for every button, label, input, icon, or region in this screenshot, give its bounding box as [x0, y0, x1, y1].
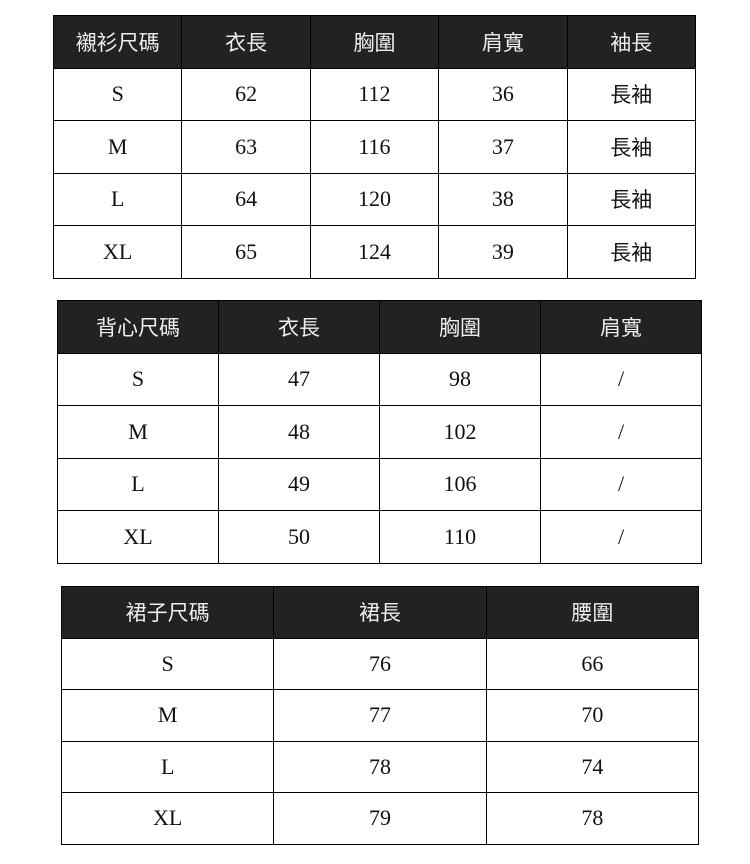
table-cell: 49 [218, 457, 380, 511]
table-cell: / [540, 457, 702, 511]
table-cell: M [52, 120, 183, 174]
table-cell: M [57, 405, 219, 459]
table-row: S 76 66 [60, 637, 700, 690]
table-cell: 74 [485, 740, 700, 793]
table-row: M 48 102/ [57, 405, 702, 459]
table-cell: 116 [309, 120, 440, 174]
table-row: XL 65 124 39 長袖 [52, 225, 697, 279]
table-cell: / [540, 405, 702, 459]
table-cell: 65 [181, 225, 311, 279]
table-row: S 47 98/ [57, 352, 702, 406]
table-cell: 78 [485, 792, 700, 845]
table-cell: 62 [181, 67, 311, 121]
table-cell: 76 [273, 637, 487, 690]
table-cell: 77 [273, 689, 487, 742]
table-cell: 120 [309, 172, 440, 226]
table-cell: / [540, 352, 702, 406]
table-row: L 78 74 [60, 740, 700, 793]
table-cell: 78 [273, 740, 487, 793]
column-header: 衣長 [181, 15, 311, 69]
table-cell: 長袖 [566, 172, 697, 226]
table-cell: S [52, 67, 183, 121]
column-header: 襯衫尺碼 [52, 15, 183, 69]
column-header: 腰圍 [485, 586, 700, 639]
table-row: S 62 112 36 長袖 [52, 67, 697, 121]
table-cell: 36 [438, 67, 568, 121]
table-cell: 112 [309, 67, 440, 121]
column-header: 肩寬 [438, 15, 568, 69]
table-cell: M [60, 689, 275, 742]
header-row: 背心尺碼 衣長 胸圍 肩寬 [57, 300, 702, 354]
table-cell: 47 [218, 352, 380, 406]
table-cell: XL [57, 510, 219, 564]
table-cell: 110 [379, 510, 541, 564]
table-cell: 124 [309, 225, 440, 279]
table-cell: 50 [218, 510, 380, 564]
table-row: M 63 116 37 長袖 [52, 120, 697, 174]
table-row: XL 50 110/ [57, 510, 702, 564]
table-cell: L [52, 172, 183, 226]
table-cell: 66 [485, 637, 700, 690]
table-cell: L [60, 740, 275, 793]
header-row: 裙子尺碼 裙長 腰圍 [60, 586, 700, 639]
table-cell: 79 [273, 792, 487, 845]
table-cell: S [60, 637, 275, 690]
table-cell: 64 [181, 172, 311, 226]
table-cell: 長袖 [566, 120, 697, 174]
table-cell: 63 [181, 120, 311, 174]
table-cell: L [57, 457, 219, 511]
column-header: 袖長 [566, 15, 697, 69]
table-cell: 70 [485, 689, 700, 742]
table-row: M 77 70 [60, 689, 700, 742]
table-row: XL 79 78 [60, 792, 700, 845]
table-cell: 38 [438, 172, 568, 226]
table-cell: 98 [379, 352, 541, 406]
header-row: 襯衫尺碼 衣長 胸圍 肩寬 袖長 [52, 15, 697, 69]
column-header: 胸圍 [379, 300, 541, 354]
shirt-size-table: 襯衫尺碼 衣長 胸圍 肩寬 袖長 S 62 112 36 長袖 M 63 116 37 長袖 L 64 120 38… [52, 15, 697, 279]
column-header: 衣長 [218, 300, 380, 354]
table-cell: XL [60, 792, 275, 845]
column-header: 裙子尺碼 [60, 586, 275, 639]
table-row: L 49 106/ [57, 457, 702, 511]
table-cell: / [540, 510, 702, 564]
table-row: L 64 120 38 長袖 [52, 172, 697, 226]
table-cell: 37 [438, 120, 568, 174]
vest-size-table: 背心尺碼 衣長 胸圍 肩寬 S 47 98/M 48 102/L 49 106/XL 50 110/ [57, 300, 702, 564]
column-header: 胸圍 [309, 15, 440, 69]
table-cell: 106 [379, 457, 541, 511]
table-cell: 48 [218, 405, 380, 459]
table-cell: 長袖 [566, 67, 697, 121]
table-cell: S [57, 352, 219, 406]
table-cell: 39 [438, 225, 568, 279]
column-header: 背心尺碼 [57, 300, 219, 354]
table-cell: XL [52, 225, 183, 279]
table-cell: 長袖 [566, 225, 697, 279]
skirt-size-table: 裙子尺碼 裙長 腰圍 S 76 66 M 77 70 L 78 74 XL 79 78 [60, 586, 700, 845]
column-header: 裙長 [273, 586, 487, 639]
column-header: 肩寬 [540, 300, 702, 354]
table-cell: 102 [379, 405, 541, 459]
